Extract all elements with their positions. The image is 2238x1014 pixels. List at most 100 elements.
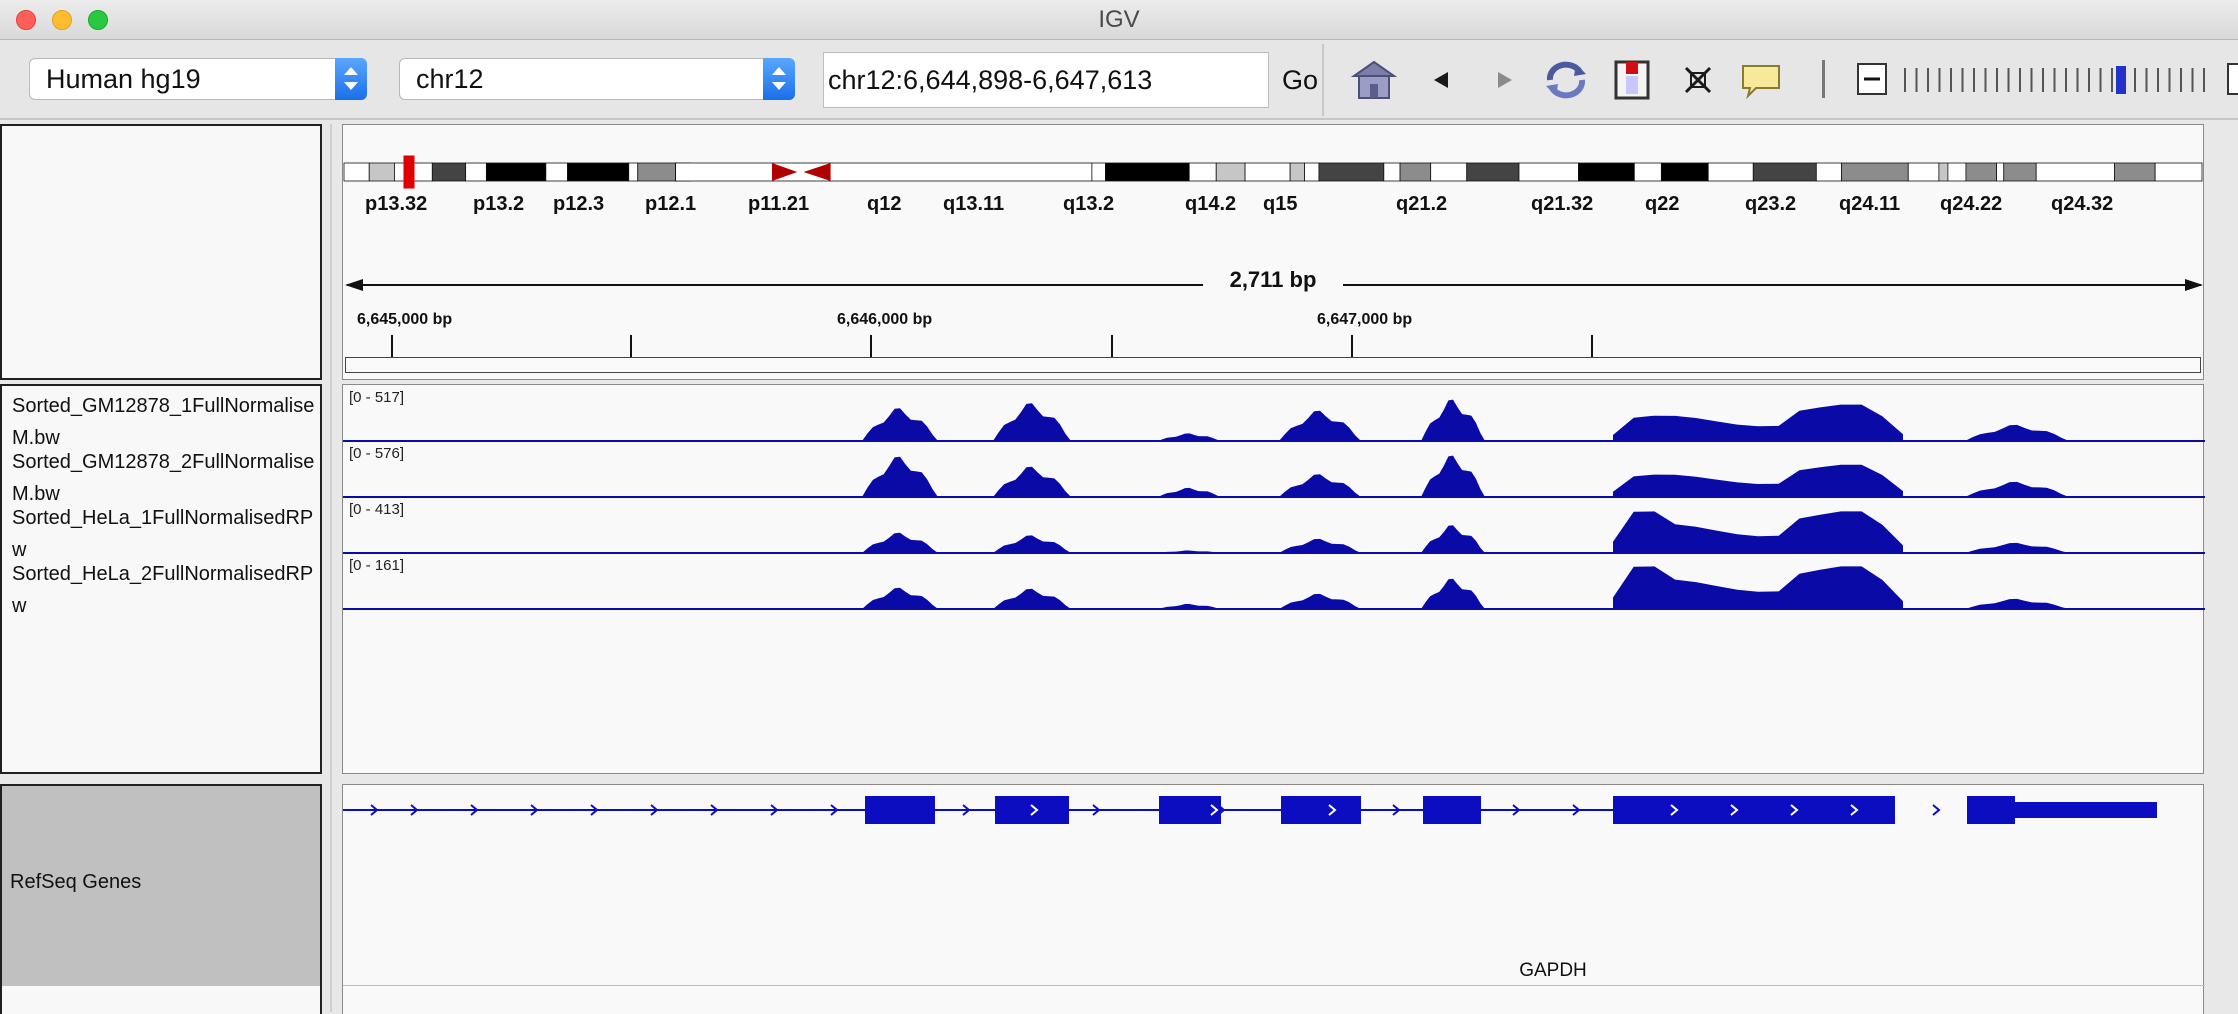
genome-select[interactable]: Human hg19 bbox=[29, 58, 367, 100]
cytoband-label: q22 bbox=[1645, 193, 1680, 215]
track-name: Sorted_HeLa_1FullNormalisedRPw bbox=[12, 507, 314, 561]
cytoband bbox=[1938, 162, 1949, 182]
track-name: Sorted_GM12878_1FullNormaliseM.bw bbox=[12, 395, 315, 449]
cytoband-label: p11.21 bbox=[748, 193, 810, 215]
chromosome-ideogram[interactable] bbox=[343, 153, 2205, 193]
data-range-label: [0 - 161] bbox=[349, 557, 405, 574]
zoom-tick bbox=[1984, 68, 1987, 92]
cytoband bbox=[343, 162, 370, 182]
cytoband bbox=[628, 162, 639, 182]
exon bbox=[1281, 796, 1361, 824]
close-window-button[interactable] bbox=[16, 10, 36, 30]
back-icon[interactable] bbox=[1430, 58, 1454, 102]
ruler-tick bbox=[1351, 335, 1353, 357]
cytoband bbox=[1815, 162, 1842, 182]
fit-to-window-icon[interactable] bbox=[1680, 58, 1716, 102]
gapdh-gene-model[interactable] bbox=[343, 785, 2205, 845]
exon bbox=[1967, 796, 2015, 824]
cytoband bbox=[1947, 162, 1967, 182]
zoom-tick bbox=[2145, 68, 2148, 92]
zoom-tick bbox=[1927, 68, 1929, 92]
cytoband-label: q24.32 bbox=[2051, 193, 2114, 215]
forward-icon[interactable] bbox=[1492, 58, 1516, 102]
zoom-tick bbox=[1904, 68, 1906, 92]
zoom-slider-thumb bbox=[2116, 66, 2126, 94]
cytoband bbox=[567, 162, 630, 182]
genome-select-value: Human hg19 bbox=[46, 64, 201, 94]
cytoband bbox=[675, 162, 1093, 182]
go-button[interactable]: Go bbox=[1282, 65, 1319, 95]
zoom-out-icon[interactable] bbox=[1856, 58, 1888, 102]
cytoband bbox=[1578, 162, 1635, 182]
cytoband-label: q12 bbox=[867, 193, 902, 215]
chromosome-select-value: chr12 bbox=[416, 64, 484, 94]
coverage-peak bbox=[1421, 455, 1485, 497]
centromere-p bbox=[772, 163, 798, 181]
signal-tracks[interactable] bbox=[343, 385, 2205, 775]
ruler-tick bbox=[870, 335, 872, 357]
zoom-tick bbox=[1961, 68, 1964, 92]
chromosome-select[interactable]: chr12 bbox=[399, 58, 795, 100]
track-name: Sorted_HeLa_2FullNormalisedRPw bbox=[12, 563, 314, 617]
zoom-in-icon[interactable] bbox=[2226, 58, 2238, 102]
zoom-tick bbox=[2168, 68, 2171, 92]
coverage-peak bbox=[1279, 410, 1361, 441]
popup-text-icon[interactable] bbox=[1740, 58, 1782, 102]
coverage-peak bbox=[862, 532, 938, 553]
cytoband-label: p12.1 bbox=[645, 193, 697, 215]
cytoband bbox=[1383, 162, 1401, 182]
zoom-tick bbox=[2042, 68, 2044, 92]
cytoband bbox=[2114, 162, 2156, 182]
cytoband bbox=[1399, 162, 1432, 182]
chevron-updown-icon[interactable] bbox=[335, 58, 367, 100]
cytoband bbox=[1660, 162, 1709, 182]
coverage-peak bbox=[1965, 542, 2069, 553]
coverage-peak bbox=[1965, 481, 2069, 497]
panel-divider[interactable] bbox=[330, 124, 332, 1012]
feature-data-panel: GAPDH bbox=[342, 784, 2205, 1014]
zoom-tick bbox=[2007, 68, 2010, 92]
zoom-tick bbox=[2053, 68, 2056, 92]
exon bbox=[1613, 796, 1895, 824]
zoom-tick bbox=[2111, 68, 2113, 92]
chevron-updown-icon[interactable] bbox=[763, 58, 795, 100]
zoom-slider[interactable] bbox=[1900, 58, 2220, 102]
cytoband bbox=[2035, 162, 2115, 182]
zoom-tick bbox=[2180, 68, 2182, 92]
zoom-tick bbox=[2030, 68, 2033, 92]
refseq-track-name-cell[interactable]: RefSeq Genes bbox=[2, 786, 320, 986]
coverage-peak bbox=[1421, 578, 1485, 609]
cytoband-label: p13.32 bbox=[365, 193, 428, 215]
region-of-interest-icon[interactable] bbox=[1614, 58, 1650, 102]
cytoband bbox=[368, 162, 395, 182]
coverage-peak bbox=[993, 403, 1071, 441]
coverage-peak bbox=[1279, 593, 1361, 609]
cytoband bbox=[431, 162, 467, 182]
maximize-window-button[interactable] bbox=[88, 10, 108, 30]
strand-arrow bbox=[650, 804, 659, 816]
coverage-peak bbox=[1158, 487, 1221, 497]
coverage-peak bbox=[1158, 604, 1221, 609]
home-icon[interactable] bbox=[1350, 58, 1398, 102]
zoom-tick bbox=[2019, 68, 2021, 92]
coverage-peak bbox=[1421, 399, 1485, 441]
coverage-peak bbox=[1158, 433, 1221, 441]
current-region-marker-fill bbox=[406, 158, 412, 186]
minimize-window-button[interactable] bbox=[52, 10, 72, 30]
cytoband bbox=[545, 162, 568, 182]
data-range-label: [0 - 576] bbox=[349, 445, 405, 462]
title-bar: IGV bbox=[0, 0, 2238, 40]
zoom-tick bbox=[2099, 68, 2102, 92]
refresh-icon[interactable] bbox=[1542, 58, 1590, 102]
ruler-baseline bbox=[345, 357, 2201, 373]
zoom-tick bbox=[2134, 68, 2136, 92]
data-panel: [0 - 517] [0 - 576] [0 - 413] [0 - 161] bbox=[342, 384, 2205, 775]
zoom-tick bbox=[2076, 68, 2079, 92]
strand-arrow bbox=[1328, 804, 1337, 816]
coverage-peak bbox=[862, 456, 938, 497]
coverage-peak bbox=[993, 535, 1071, 553]
coverage-peak bbox=[1965, 598, 2069, 609]
strand-arrow bbox=[530, 804, 539, 816]
coverage-peak bbox=[862, 408, 938, 441]
locus-input[interactable]: chr12:6,644,898-6,647,613 bbox=[823, 52, 1269, 108]
